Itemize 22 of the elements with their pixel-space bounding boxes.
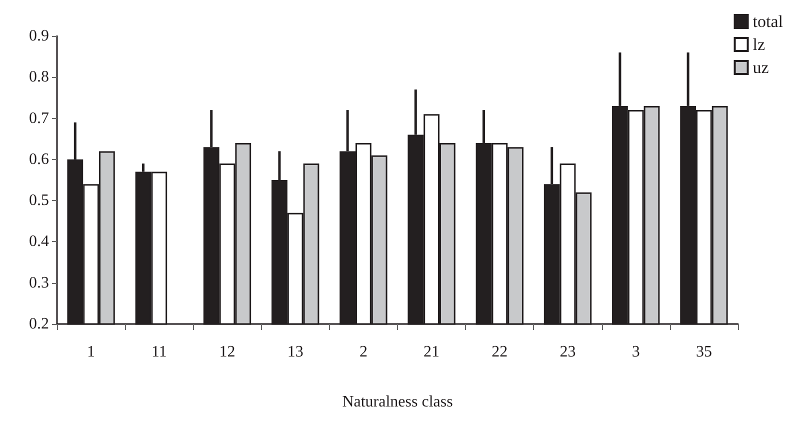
x-tick-label: 3 <box>632 344 640 360</box>
x-axis-title: Naturalness class <box>342 394 453 410</box>
x-tick-label: 23 <box>560 344 576 360</box>
y-tick-label: 0.8 <box>29 68 49 86</box>
y-tick-label: 0.4 <box>29 233 49 250</box>
x-tick-label: 2 <box>359 344 368 360</box>
legend-label: uz <box>752 58 770 77</box>
y-tick-label: 0.9 <box>29 28 49 44</box>
y-tick-label: 0.5 <box>29 192 49 210</box>
y-tick-label: 0.3 <box>29 274 49 292</box>
x-tick-label: 12 <box>219 344 236 360</box>
x-tick-label: 21 <box>424 344 440 360</box>
legend-label: total <box>752 12 784 31</box>
x-tick-label: 1 <box>87 344 96 360</box>
legend-label: lz <box>752 35 766 54</box>
y-tick-label: 0.7 <box>29 110 49 127</box>
x-tick-label: 35 <box>696 344 712 360</box>
x-tick-label: 22 <box>492 344 508 360</box>
x-tick-label: 13 <box>287 344 304 360</box>
y-tick-label: 0.2 <box>29 316 49 332</box>
x-tick-label: 11 <box>151 344 167 360</box>
y-tick-label: 0.6 <box>29 150 49 168</box>
